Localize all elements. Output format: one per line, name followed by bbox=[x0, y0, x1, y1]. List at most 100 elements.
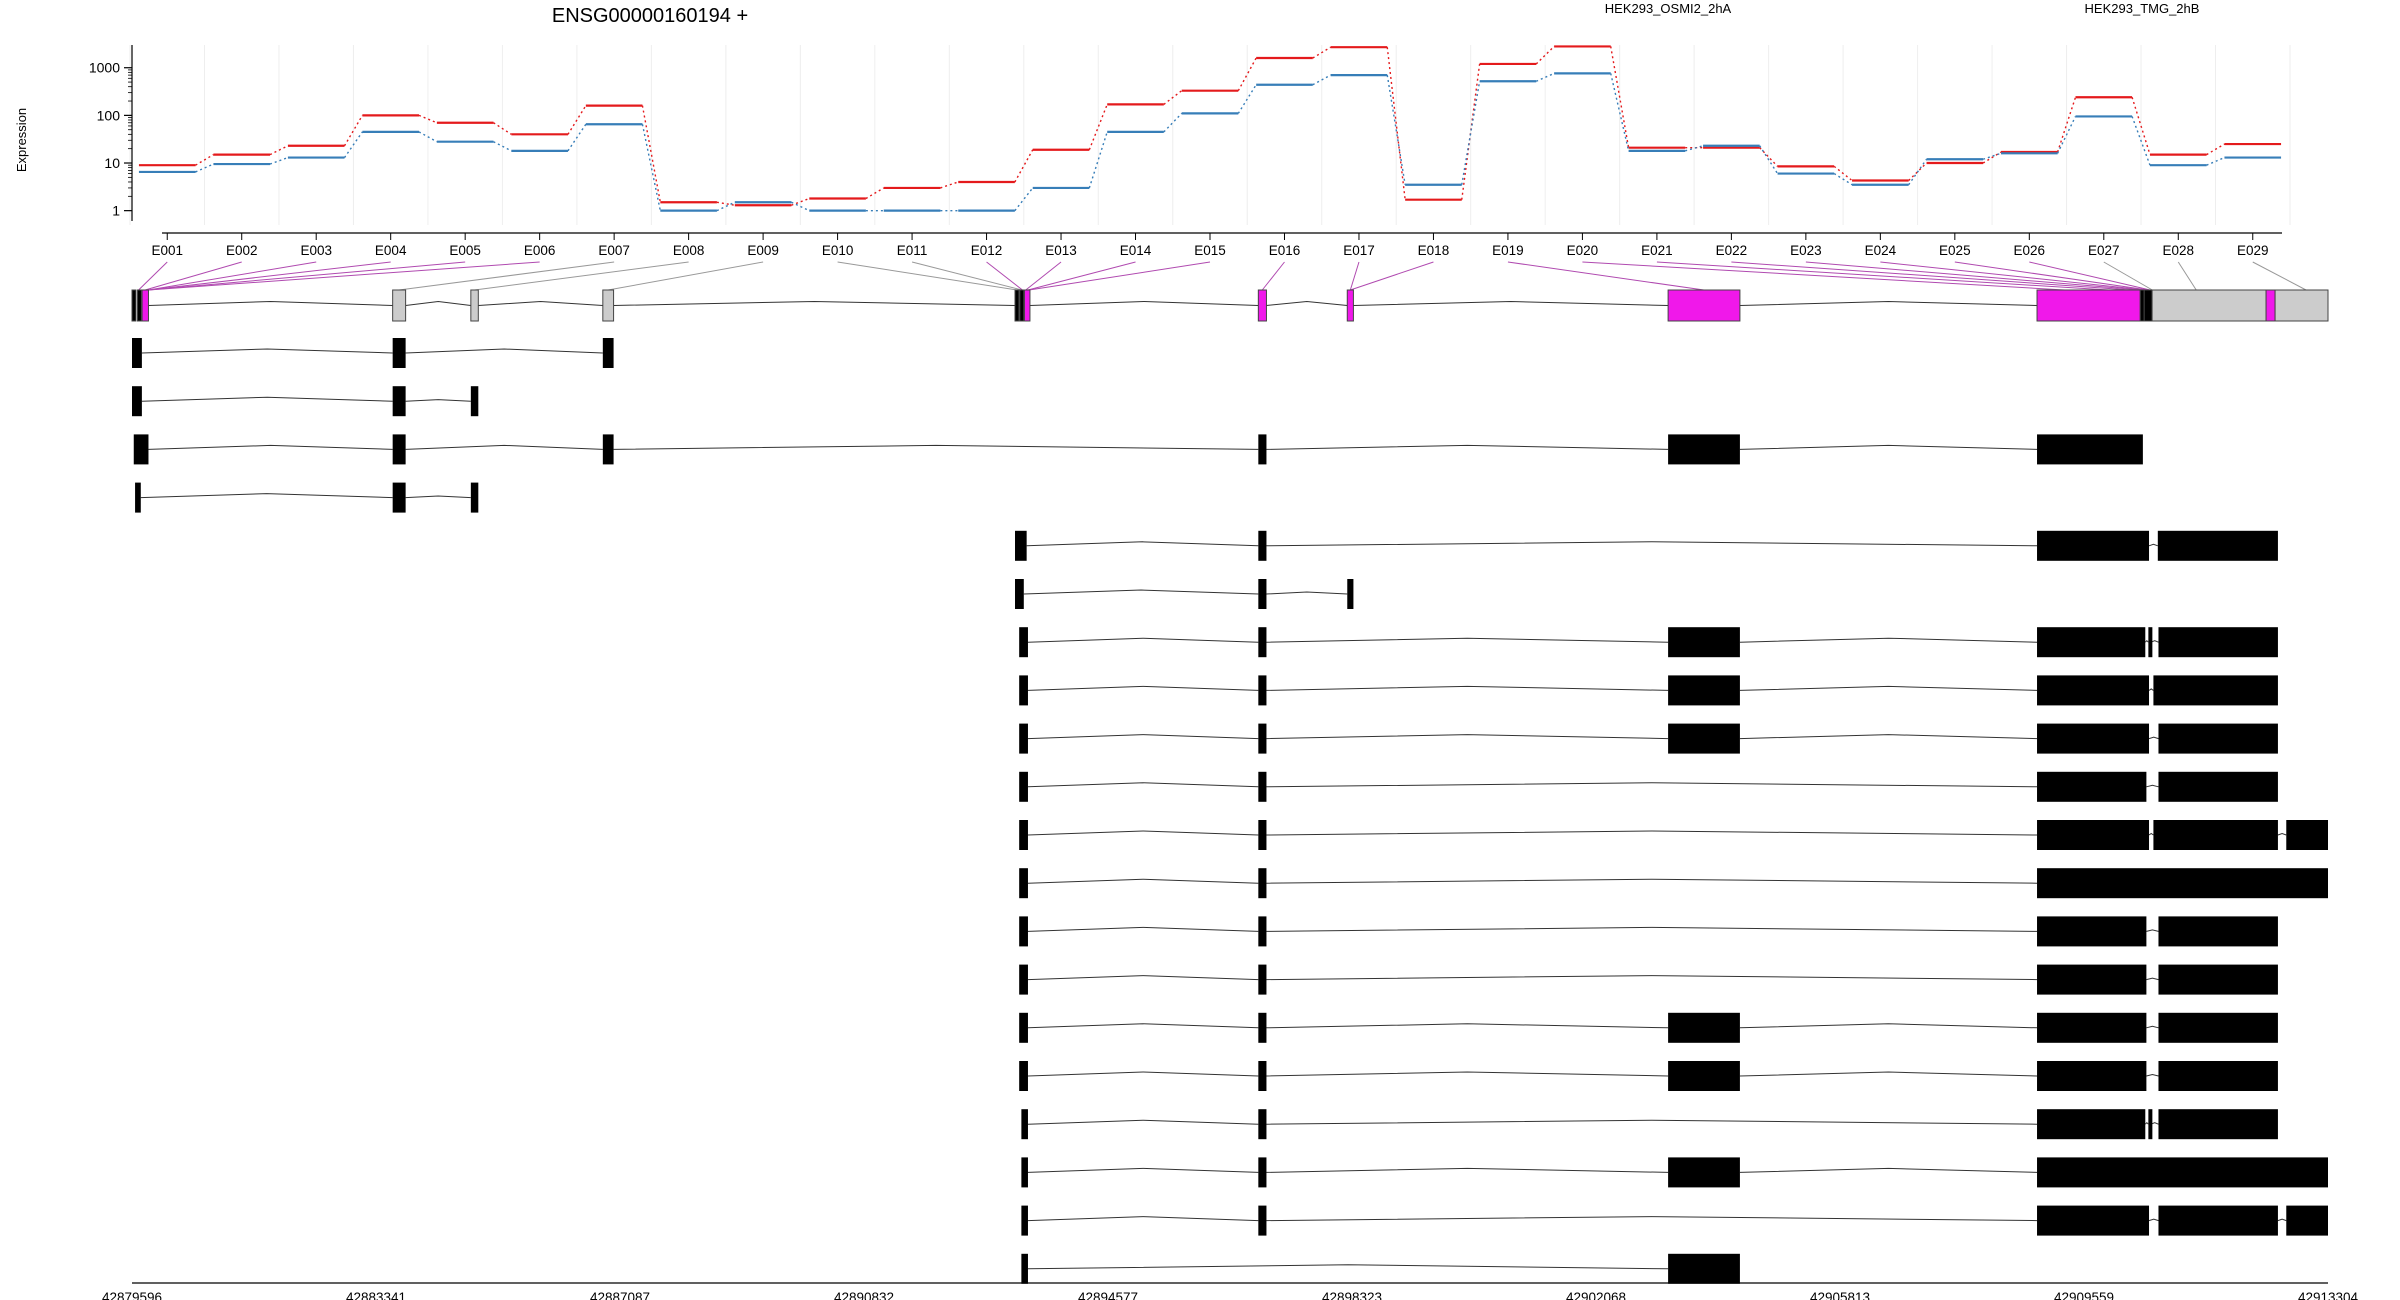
transcript-exon bbox=[2037, 1205, 2150, 1236]
exon-label: E020 bbox=[1567, 243, 1599, 258]
transcript-intron bbox=[1266, 444, 1669, 450]
exon-connector bbox=[148, 261, 391, 291]
transcript-intron bbox=[1739, 1071, 2038, 1077]
series-1-step bbox=[2131, 97, 2151, 155]
series-1-step bbox=[1535, 45, 1555, 65]
series-1-step bbox=[567, 105, 587, 135]
gene-model-exon bbox=[470, 289, 479, 322]
transcript-exon bbox=[1258, 530, 1267, 561]
transcript-exon bbox=[132, 386, 142, 417]
y-axis-label: Expression bbox=[14, 108, 29, 172]
transcript-exon bbox=[392, 482, 406, 513]
transcript-exon bbox=[2148, 1109, 2153, 1140]
transcript-exon bbox=[2158, 916, 2278, 947]
transcript-intron bbox=[141, 396, 393, 402]
transcript-intron bbox=[2148, 688, 2154, 691]
series-1-step bbox=[1014, 149, 1034, 183]
transcript-exon bbox=[392, 338, 406, 368]
exon-label: E016 bbox=[1269, 243, 1301, 258]
transcript-intron bbox=[1266, 591, 1348, 595]
series-1-step bbox=[1982, 151, 2002, 164]
y-tick-label: 10 bbox=[104, 155, 120, 171]
genomic-tick-label: 42879596 bbox=[102, 1290, 162, 1300]
exon-label: E026 bbox=[2014, 243, 2046, 258]
exon-label: E011 bbox=[897, 243, 928, 258]
transcript-intron bbox=[1027, 1216, 1259, 1222]
transcript-exon bbox=[1258, 868, 1267, 899]
series-1-step bbox=[865, 187, 885, 200]
exon-connector bbox=[911, 261, 1022, 291]
transcript-intron bbox=[2146, 784, 2159, 788]
gene-model bbox=[131, 289, 2329, 322]
exon-label: E008 bbox=[673, 243, 705, 258]
transcript-exon bbox=[1258, 916, 1267, 947]
transcript-intron bbox=[1027, 1264, 1669, 1270]
exon-connector bbox=[145, 261, 242, 291]
transcript-exon bbox=[2153, 820, 2278, 850]
transcript-intron bbox=[1739, 685, 2038, 691]
transcript-intron bbox=[405, 444, 603, 450]
transcript-row bbox=[1021, 1253, 1740, 1284]
transcript-exon bbox=[1019, 868, 1028, 899]
exon-connectors bbox=[138, 261, 2307, 291]
transcript-intron bbox=[1266, 975, 2038, 981]
transcript-exon bbox=[1258, 1109, 1267, 1140]
gene-model-exon bbox=[602, 289, 615, 322]
transcript-exon bbox=[1668, 723, 1740, 754]
transcript-intron bbox=[1266, 830, 2038, 836]
transcript-intron bbox=[1027, 637, 1259, 643]
intron bbox=[405, 300, 471, 306]
transcript-intron bbox=[1739, 1167, 2038, 1173]
series-1-step bbox=[343, 115, 363, 147]
intron bbox=[1029, 300, 1259, 306]
transcript-exon bbox=[2158, 964, 2278, 995]
transcript-exon bbox=[2037, 916, 2147, 947]
series-2-step bbox=[343, 131, 363, 158]
transcript-intron bbox=[140, 493, 393, 499]
series-2-step bbox=[418, 131, 438, 143]
exon-label: E022 bbox=[1716, 243, 1748, 258]
transcript-intron bbox=[1027, 1119, 1259, 1125]
exon-connector bbox=[608, 261, 764, 291]
transcript-exon bbox=[1668, 1253, 1740, 1284]
exon-label: E029 bbox=[2237, 243, 2269, 258]
gene-model-exon bbox=[131, 289, 137, 322]
exon-label: E019 bbox=[1492, 243, 1524, 258]
transcript-intron bbox=[2146, 977, 2159, 981]
transcript-intron bbox=[2148, 1218, 2159, 1222]
transcript-intron bbox=[1266, 878, 2038, 884]
transcript-intron bbox=[1739, 444, 2038, 450]
series-1-step bbox=[1610, 46, 1630, 148]
gene-model-exon bbox=[1019, 289, 1025, 322]
transcript-intron bbox=[1266, 541, 2038, 547]
exon-connector bbox=[986, 261, 1023, 291]
transcript-exon bbox=[2158, 1061, 2278, 1091]
transcript-intron bbox=[1026, 541, 1259, 547]
genomic-tick-label: 42913304 bbox=[2298, 1290, 2359, 1300]
transcript-exon bbox=[1258, 1205, 1267, 1236]
transcript-exon bbox=[2158, 1012, 2278, 1043]
exon-connector bbox=[2029, 261, 2151, 291]
transcript-row bbox=[132, 386, 479, 417]
transcript-intron bbox=[2148, 736, 2159, 740]
series-2-step bbox=[2206, 156, 2225, 166]
transcript-intron bbox=[2146, 1073, 2159, 1077]
gene-model-exon bbox=[2265, 289, 2276, 322]
gene-model-exon bbox=[1667, 289, 1741, 322]
transcript-models bbox=[132, 338, 2328, 1284]
exon-label: E004 bbox=[375, 243, 407, 258]
series-1-step bbox=[493, 122, 512, 135]
gene-model-exon bbox=[2274, 289, 2329, 322]
exon-label: E027 bbox=[2088, 243, 2120, 258]
transcript-exon bbox=[1258, 434, 1267, 465]
transcript-intron bbox=[405, 399, 471, 402]
gene-model-exon bbox=[2151, 289, 2267, 322]
transcript-exon bbox=[602, 434, 614, 465]
transcript-exon bbox=[1258, 579, 1267, 609]
exon-label: E015 bbox=[1194, 243, 1226, 258]
transcript-exon bbox=[2037, 723, 2150, 754]
transcript-intron bbox=[1027, 1071, 1259, 1077]
series-1-step bbox=[791, 197, 810, 206]
exon-label: E012 bbox=[971, 243, 1003, 258]
exon-label: E017 bbox=[1343, 243, 1375, 258]
